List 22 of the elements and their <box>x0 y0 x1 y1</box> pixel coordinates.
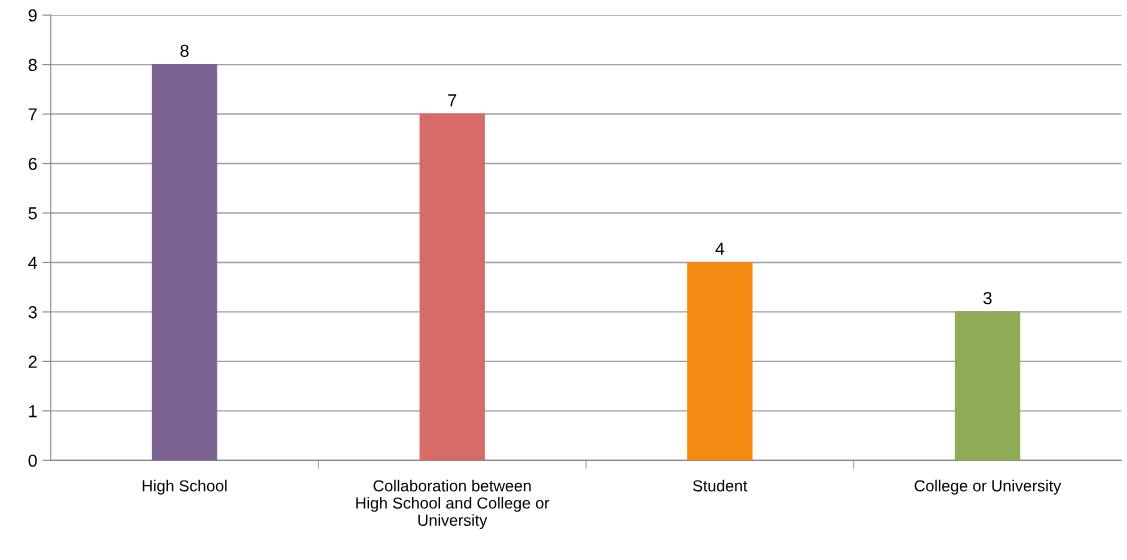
data-label: 4 <box>715 242 725 255</box>
x-tick-label: Collaboration between High School and College or University <box>356 479 550 530</box>
x-tick-label: Student <box>693 479 748 492</box>
data-label: 7 <box>448 94 457 107</box>
y-tick-label: 4 <box>28 256 38 269</box>
bar <box>419 113 485 461</box>
bar <box>151 64 218 461</box>
y-tick-label: 7 <box>28 108 37 121</box>
y-tick-label: 3 <box>28 306 37 319</box>
bar <box>687 261 753 461</box>
y-tick-label: 2 <box>28 355 37 368</box>
bar <box>954 311 1021 461</box>
y-tick-label: 8 <box>28 58 37 72</box>
x-tick-label: College or University <box>914 479 1062 495</box>
data-label: 3 <box>983 292 992 305</box>
y-tick-label: 5 <box>28 207 37 220</box>
data-label: 8 <box>180 44 189 57</box>
y-tick-label: 0 <box>28 454 37 467</box>
y-tick-label: 1 <box>29 405 37 418</box>
y-tick-label: 6 <box>28 157 37 170</box>
y-tick-label: 9 <box>28 9 37 22</box>
x-tick-label: High School <box>142 479 227 495</box>
